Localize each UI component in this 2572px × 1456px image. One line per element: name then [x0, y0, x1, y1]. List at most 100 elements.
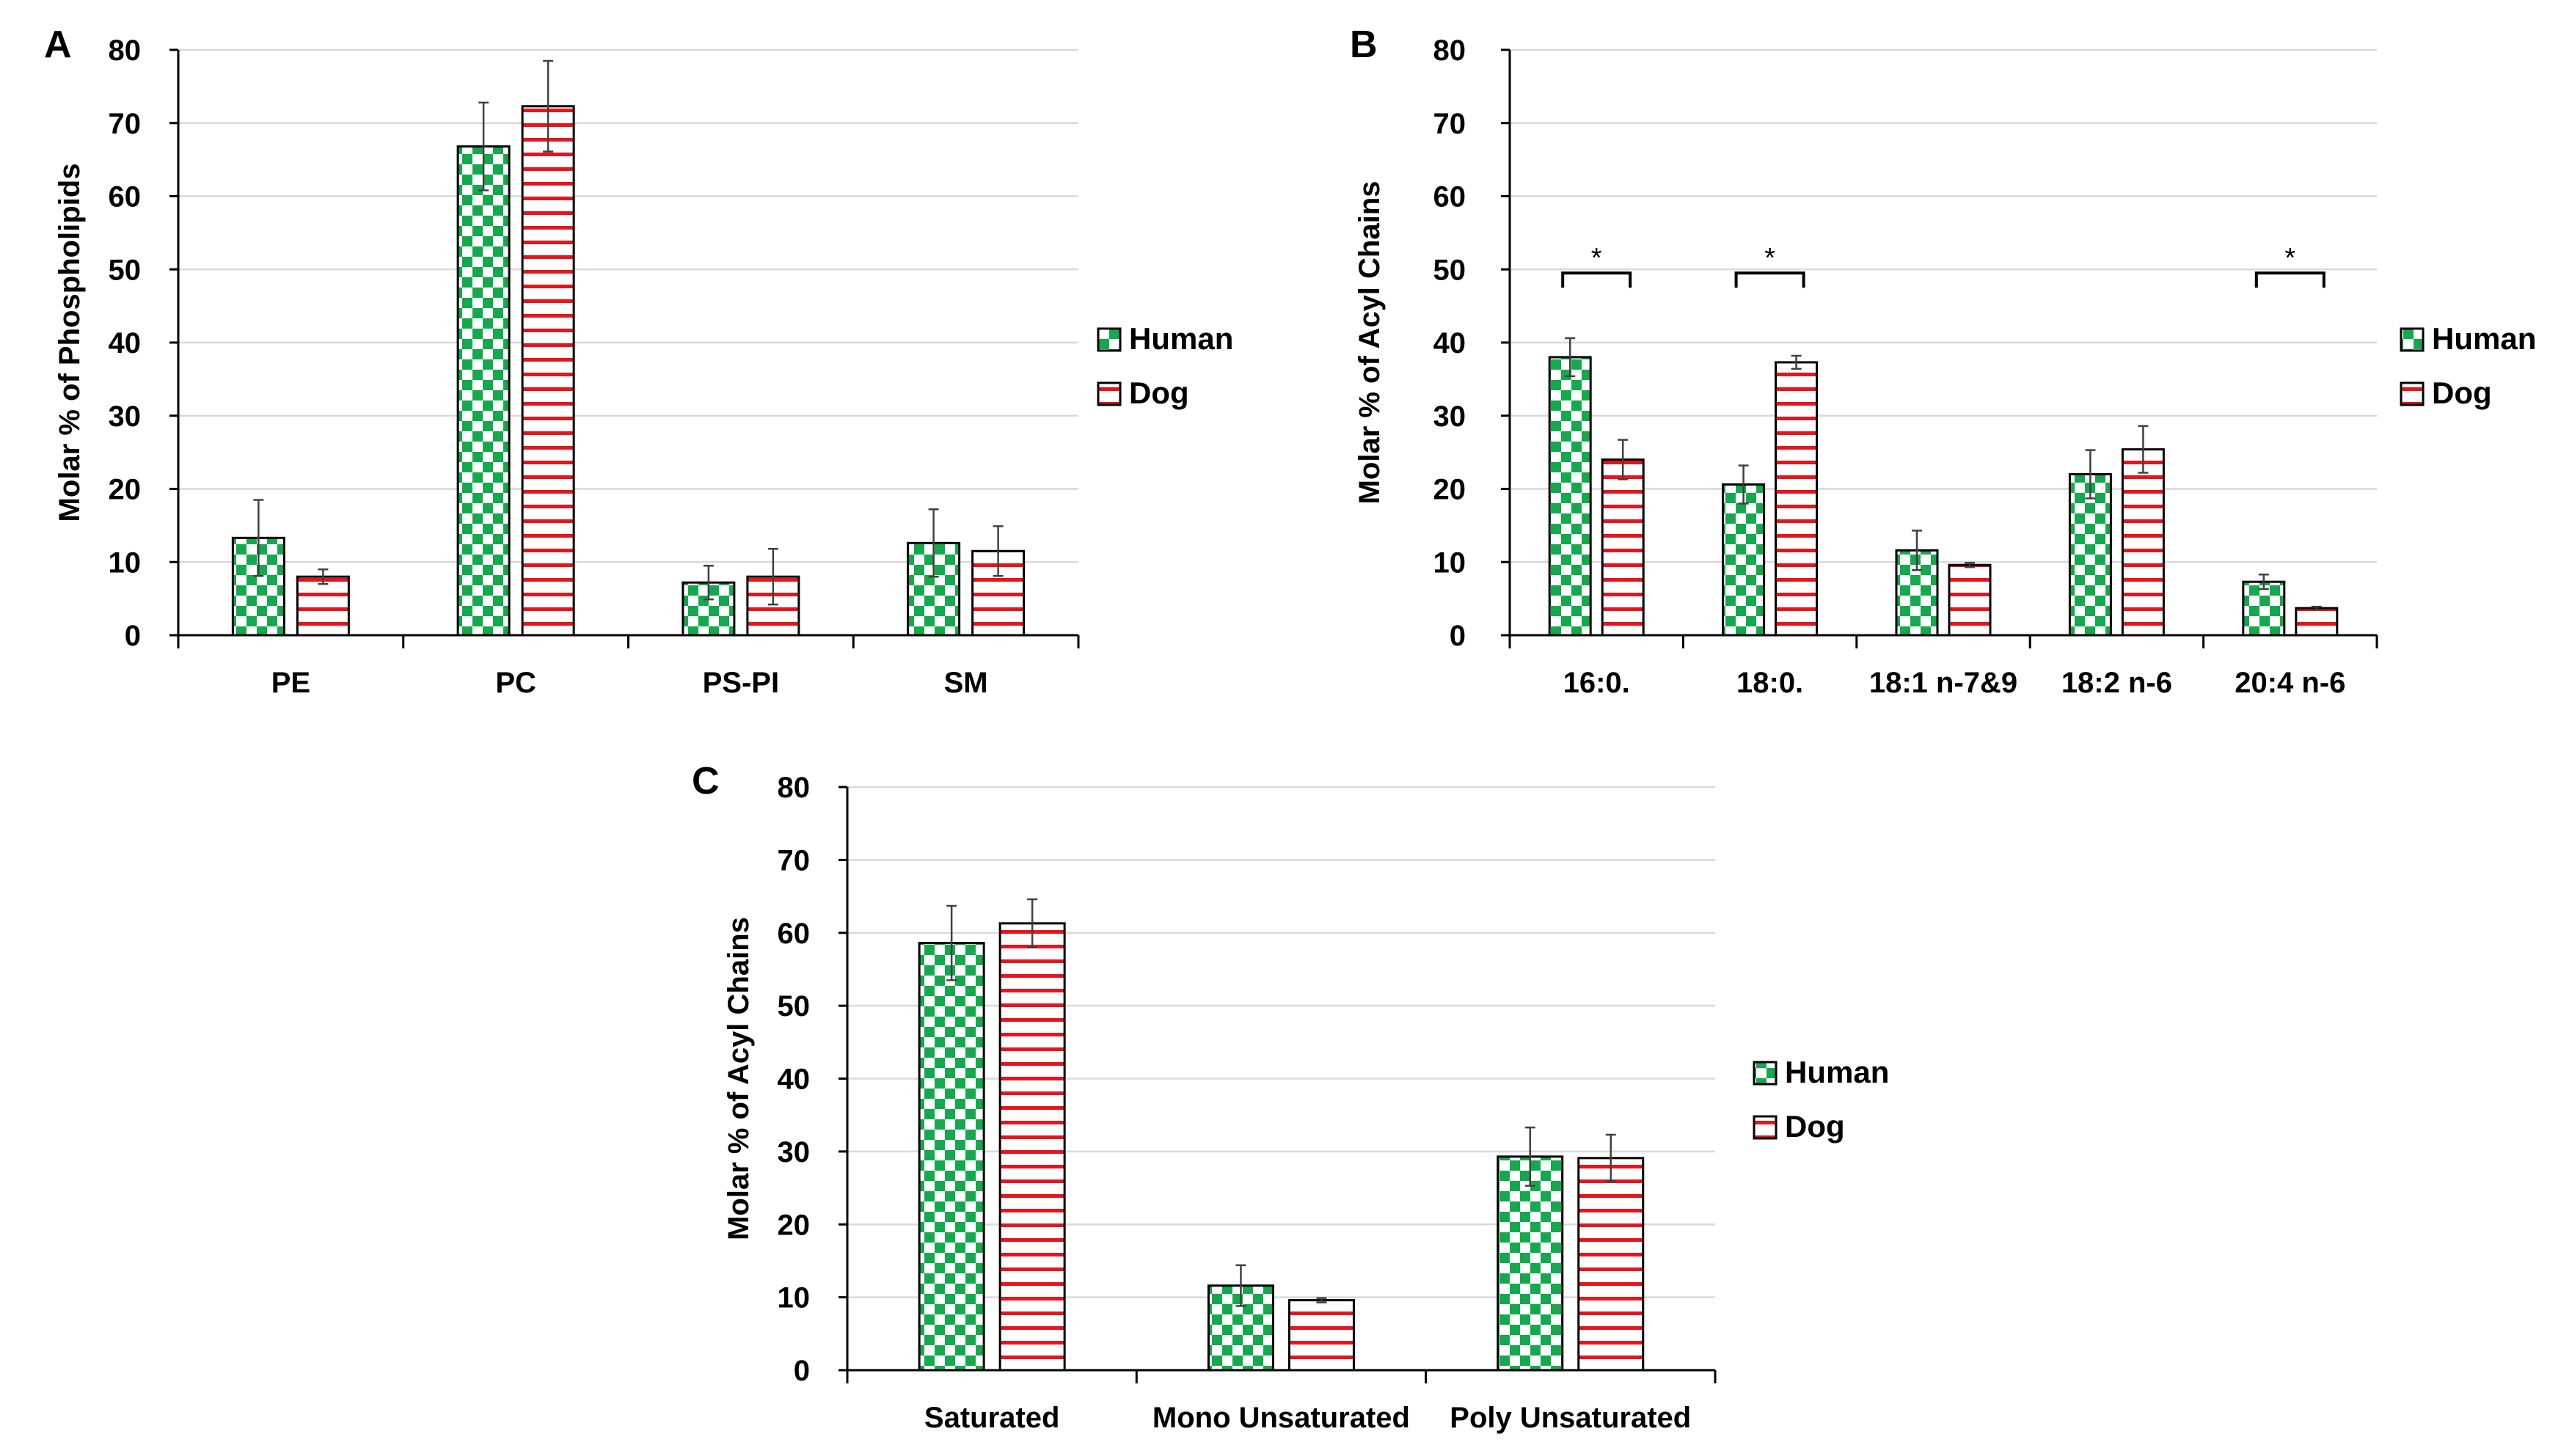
y-tick-label: 20: [778, 1209, 811, 1241]
error-bar: [1027, 898, 1038, 948]
error-bar: [318, 568, 329, 585]
significance-bracket: [1734, 271, 1805, 288]
y-tick-label: 0: [125, 620, 141, 652]
x-tick-label: 18:1 n-7&9: [1869, 667, 2017, 699]
y-tick-label: 0: [794, 1355, 810, 1387]
chart-panel-b: B 0 10 20 30 40 50 60 70 80 Molar % of Acyl Chains…: [1350, 23, 2536, 699]
legend-label-dog: Dog: [1785, 1109, 1845, 1144]
panel-label: C: [692, 760, 720, 802]
y-tick-label: 60: [778, 918, 811, 950]
y-tick-label: 10: [778, 1282, 811, 1314]
y-tick-label: 20: [109, 474, 142, 506]
error-bar: [1565, 337, 1576, 378]
y-tick-label: 10: [109, 546, 142, 579]
legend-swatch-human: [2400, 327, 2425, 352]
y-tick-label: 70: [1433, 108, 1466, 140]
bar-dog: [1287, 1299, 1355, 1372]
y-tick-label: 0: [1450, 620, 1466, 652]
error-bar: [1965, 561, 1975, 568]
bar-dog: [2121, 448, 2165, 637]
error-bar: [928, 508, 939, 578]
y-tick-label: 80: [109, 34, 142, 67]
y-tick-label: 40: [778, 1064, 811, 1096]
x-tick-label: 18:2 n-6: [2061, 667, 2172, 699]
bar-human: [456, 145, 511, 637]
chart-panel-a: A 0 10 20 30 40 50 60 70 80 Molar % of Phospholipi…: [44, 23, 1233, 699]
bar-dog: [1948, 563, 1992, 637]
bar-dog: [1577, 1157, 1645, 1372]
y-tick-label: 30: [778, 1136, 811, 1168]
legend-label-dog: Dog: [1129, 376, 1189, 410]
error-bar: [2138, 425, 2149, 474]
y-axis-label: Molar % of Acyl Chains: [1353, 181, 1386, 505]
error-bar: [1605, 1133, 1616, 1182]
significance-marker: *: [1591, 243, 1602, 274]
bar-dog: [521, 105, 575, 637]
bar-human: [1895, 549, 1939, 637]
legend-swatch-human: [1097, 327, 1122, 352]
x-tick-label: PC: [495, 667, 536, 699]
y-tick-label: 80: [1433, 34, 1466, 67]
y-axis-label: Molar % of Acyl Chains: [723, 917, 755, 1240]
bar-dog: [1775, 361, 1819, 637]
legend-label-human: Human: [2432, 321, 2536, 356]
bar-dog: [1601, 458, 1645, 637]
x-tick-label: PE: [271, 667, 310, 699]
significance-marker: *: [1764, 243, 1775, 274]
bar-human: [1497, 1155, 1564, 1372]
legend-swatch-human: [1753, 1061, 1778, 1086]
legend-label-human: Human: [1129, 321, 1233, 356]
significance-bracket: [2254, 271, 2326, 288]
x-tick-label: 18:0.: [1736, 667, 1803, 699]
legend-swatch-dog: [1753, 1115, 1778, 1140]
error-bar: [946, 904, 957, 981]
legend-swatch-dog: [2400, 381, 2425, 406]
y-tick-label: 20: [1433, 474, 1466, 506]
bar-dog: [296, 575, 350, 637]
error-bar: [1316, 1297, 1327, 1303]
error-bar: [1791, 354, 1802, 370]
x-tick-label: Mono Unsaturated: [1152, 1402, 1410, 1434]
error-bar: [1618, 439, 1629, 480]
y-tick-label: 70: [109, 108, 142, 140]
y-axis-label: Molar % of Phospholipids: [54, 164, 86, 522]
error-bar: [1738, 464, 1749, 505]
bar-human: [2068, 473, 2112, 637]
y-tick-label: 60: [109, 181, 142, 213]
legend-label-dog: Dog: [2432, 376, 2492, 410]
x-tick-label: SM: [944, 667, 988, 699]
panel-label: A: [44, 23, 72, 66]
panel-label: B: [1350, 23, 1378, 66]
x-tick-label: 16:0.: [1563, 667, 1630, 699]
y-tick-label: 30: [109, 400, 142, 433]
x-tick-label: 20:4 n-6: [2235, 667, 2345, 699]
y-tick-label: 50: [778, 990, 811, 1023]
y-tick-label: 80: [778, 772, 811, 804]
x-tick-label: PS-PI: [703, 667, 779, 699]
error-bar: [253, 499, 264, 577]
x-tick-label: Saturated: [924, 1402, 1060, 1434]
y-tick-label: 10: [1433, 546, 1466, 579]
bar-human: [2242, 580, 2286, 637]
error-bar: [1912, 530, 1922, 571]
y-tick-label: 60: [1433, 181, 1466, 213]
bar-dog: [998, 922, 1066, 1372]
legend-label-human: Human: [1785, 1055, 1889, 1089]
bar-human: [682, 581, 736, 637]
error-bar: [767, 548, 778, 606]
error-bar: [1524, 1126, 1535, 1187]
error-bar: [543, 59, 554, 153]
bar-human: [1722, 483, 1766, 637]
legend-swatch-dog: [1097, 381, 1122, 406]
y-tick-label: 50: [109, 254, 142, 286]
error-bar: [703, 564, 714, 601]
error-bar: [2085, 449, 2096, 500]
chart-panel-c: C 0 10 20 30 40 50 60 70 80 Molar % of Acyl Chains…: [692, 760, 1889, 1434]
bar-dog: [2295, 607, 2339, 637]
y-tick-label: 70: [778, 844, 811, 877]
y-tick-label: 30: [1433, 400, 1466, 433]
y-tick-label: 40: [1433, 327, 1466, 359]
significance-marker: *: [2284, 243, 2295, 274]
error-bar: [2311, 605, 2322, 611]
